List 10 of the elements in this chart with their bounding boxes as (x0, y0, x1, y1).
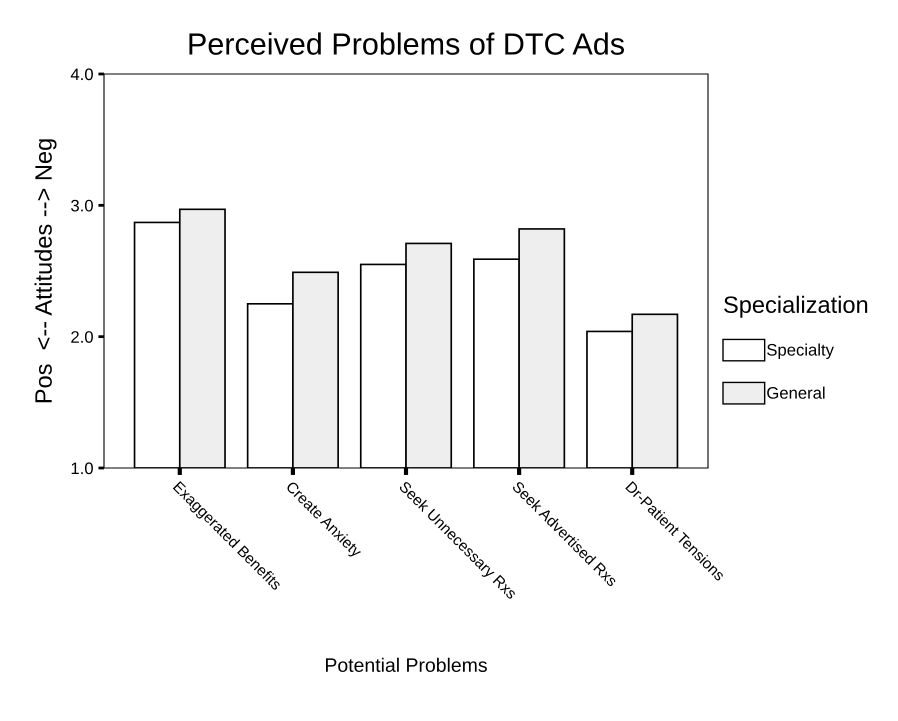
chart-title: Perceived Problems of DTC Ads (189, 32, 624, 55)
legend-label: General (767, 386, 825, 399)
y-tick-label: 3.0 (71, 200, 93, 212)
legend-label: Specialty (767, 343, 834, 360)
y-tick-label: 4.0 (70, 68, 93, 80)
y-tick-label: 1.0 (72, 462, 93, 474)
legend-title: Specialization (724, 296, 868, 318)
y-axis-title: Pos <-- Attitudes --> Neg (34, 139, 57, 402)
x-axis-title: Potential Problems (326, 658, 487, 672)
y-tick-label: 2.0 (71, 331, 93, 343)
